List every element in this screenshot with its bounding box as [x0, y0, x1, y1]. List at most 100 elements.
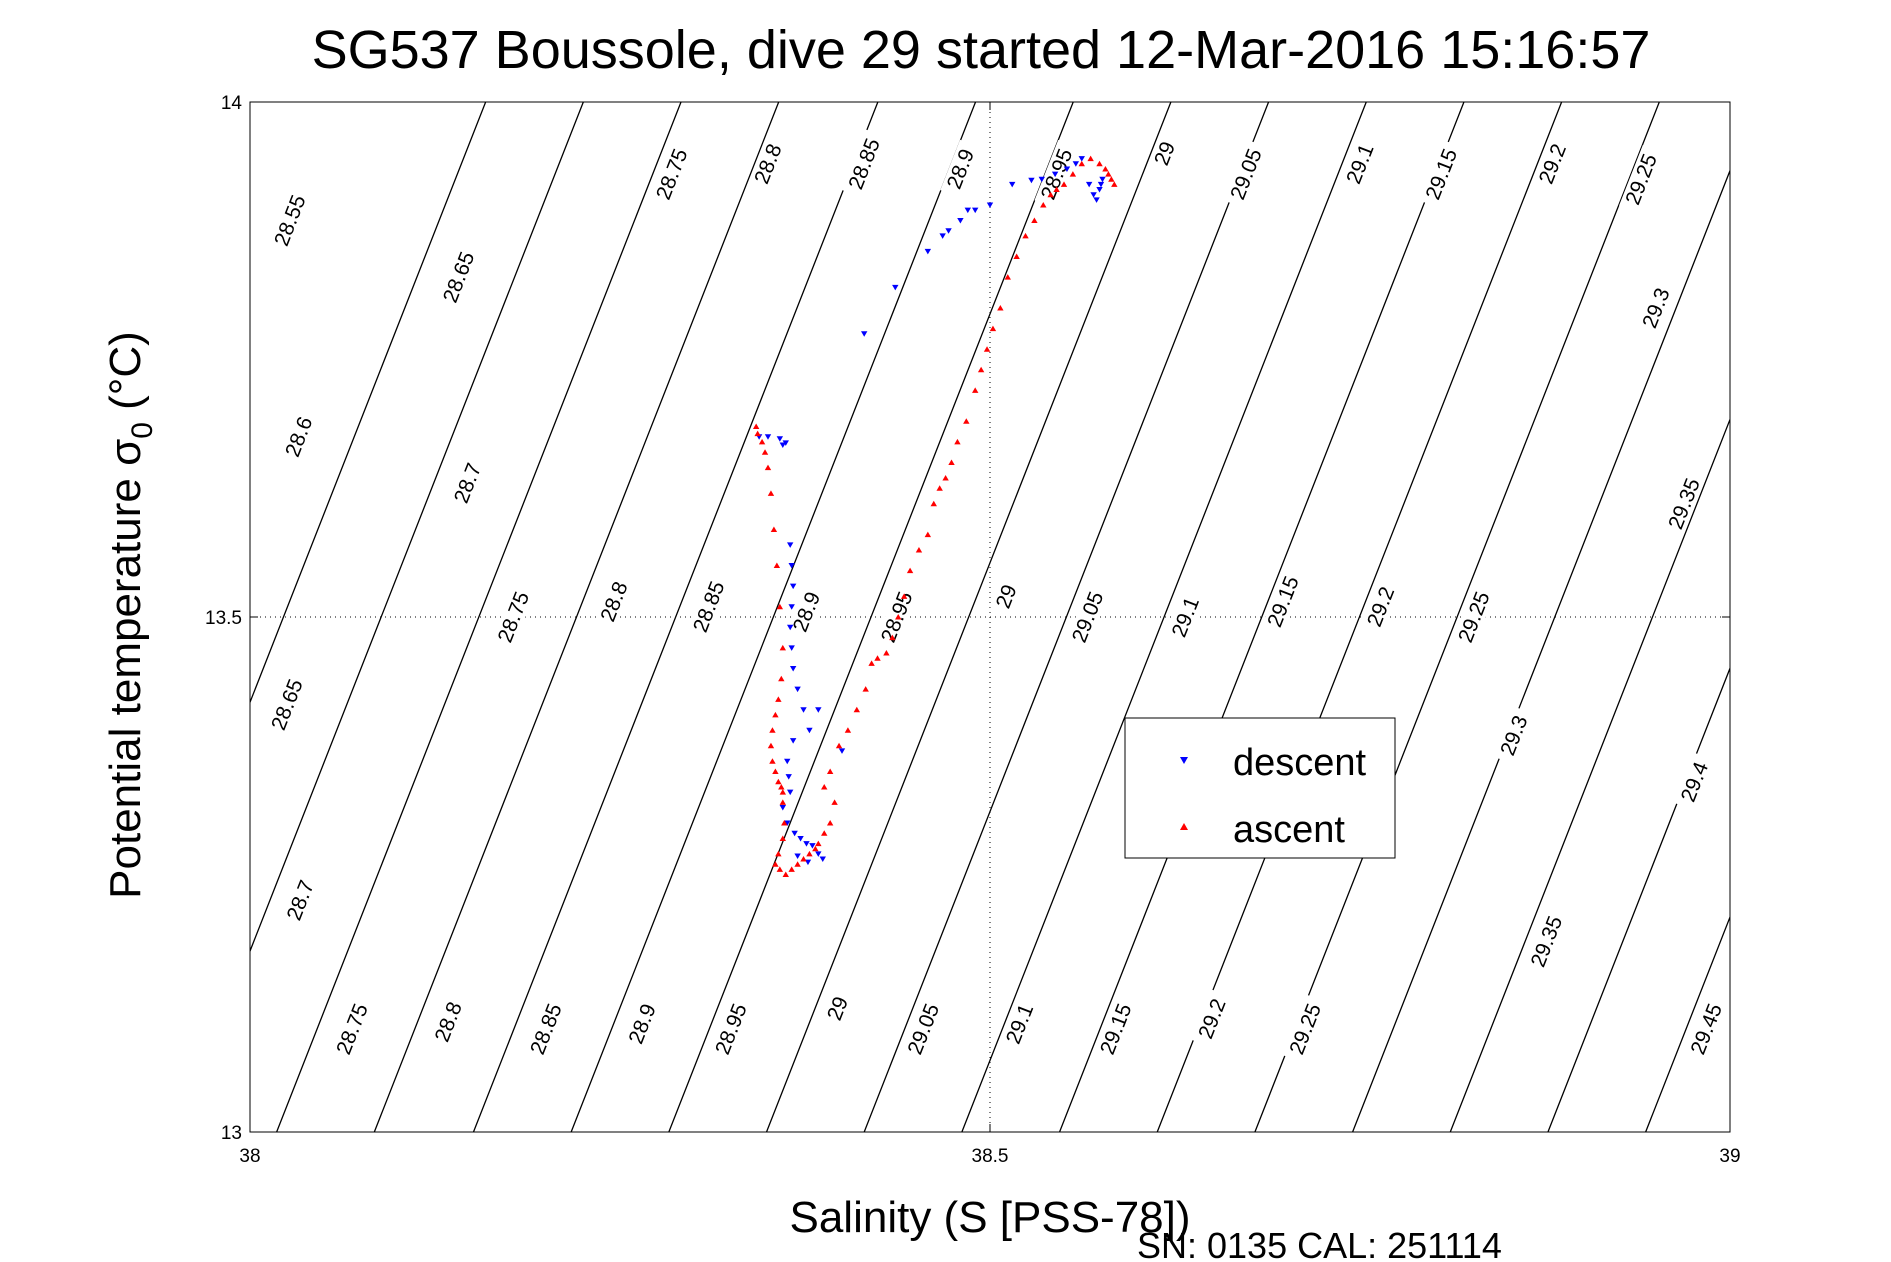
ascent-point: [794, 861, 801, 867]
descent-point: [1090, 192, 1097, 198]
ascent-point: [767, 490, 775, 496]
ascent-point: [826, 768, 834, 774]
ascent-point: [826, 820, 834, 826]
descent-point: [787, 624, 794, 631]
ascent-point: [831, 799, 838, 805]
descent-point: [1097, 181, 1105, 188]
contour-line-28.9: [863, 102, 1270, 1132]
ascent-point: [1078, 160, 1085, 167]
contour-label-gap: [491, 582, 536, 652]
contour-line-29.3: [1645, 915, 1730, 1132]
contour-line-28.7: [472, 102, 879, 1132]
ascent-point: [1004, 274, 1011, 280]
descent-point: [788, 604, 795, 610]
ascent-point: [1111, 181, 1118, 187]
contour-label-gap: [1148, 134, 1181, 173]
y-axis-label-main: Potential temperature σ: [101, 439, 150, 899]
contour-label-gap: [1493, 706, 1535, 765]
contour-label: 28.9: [622, 994, 663, 1054]
contour-label-gap: [1093, 994, 1138, 1064]
descent-point: [838, 748, 846, 754]
ascent-point: [775, 850, 782, 857]
ascent-point: [773, 562, 781, 568]
contour-label-gap: [447, 453, 488, 513]
ascent-point: [821, 830, 828, 836]
descent-point: [939, 233, 946, 239]
contour-label-gap: [1662, 469, 1707, 538]
ascent-point: [776, 603, 784, 610]
axis-ticks: 38 38.5 39 13 13.5 14: [205, 93, 1741, 1167]
descent-point: [1028, 177, 1035, 184]
x-tick-label: 38.5: [972, 1146, 1009, 1167]
y-tick-label: 14: [221, 93, 243, 114]
descent-point: [785, 774, 792, 780]
legend: descent ascent: [1124, 717, 1396, 859]
ascent-point: [812, 845, 819, 852]
ascent-point: [963, 418, 970, 424]
ascent-point: [954, 438, 961, 445]
descent-point: [779, 442, 786, 448]
contour-line-28.5: [250, 102, 487, 705]
ascent-point: [868, 660, 875, 666]
ascent-point: [775, 778, 782, 785]
contour-label-gap: [1283, 994, 1328, 1064]
ascent-point: [769, 727, 776, 733]
ascent-point: [761, 449, 769, 455]
descent-point: [1078, 156, 1085, 162]
legend-ascent-marker: [1180, 823, 1188, 830]
descent-point: [815, 707, 822, 713]
density-contours: [250, 102, 1730, 1132]
ascent-point: [1022, 232, 1029, 239]
contour-label-gap: [278, 407, 319, 466]
contour-line-29.2: [1449, 417, 1730, 1132]
contour-label: 29: [990, 577, 1023, 616]
ascent-point: [1108, 176, 1115, 182]
contour-line-28.75: [570, 102, 977, 1132]
contour-label-gap: [1223, 139, 1269, 209]
ascent-point: [779, 644, 786, 651]
ascent-point: [989, 325, 997, 332]
ascent-point: [1013, 253, 1020, 259]
contour-line-29.05: [1156, 102, 1563, 1132]
ascent-point: [775, 696, 782, 702]
ascent-point: [906, 567, 914, 574]
ascent-point: [769, 758, 776, 764]
descent-point: [945, 228, 952, 234]
ascent-point: [889, 634, 896, 641]
ascent-point: [915, 547, 923, 553]
descent-point: [809, 843, 816, 849]
ascent-point: [776, 866, 784, 872]
contour-label-gap: [1532, 134, 1573, 193]
contour-label-gap: [842, 129, 887, 199]
chart-title: SG537 Boussole, dive 29 started 12-Mar-2…: [312, 20, 1651, 80]
contour-label-gap: [622, 994, 663, 1054]
contour-label-gap: [1419, 139, 1464, 209]
descent-point: [803, 841, 810, 847]
ascent-point: [900, 593, 908, 599]
contour-line-28.85: [765, 102, 1172, 1132]
ascent-point: [924, 531, 932, 538]
legend-descent-label: descent: [1233, 742, 1367, 784]
descent-point: [794, 853, 801, 859]
ascent-point: [1102, 165, 1109, 172]
data-series: [752, 155, 1118, 877]
contour-label-gap: [593, 572, 635, 631]
contour-line-29.15: [1351, 168, 1730, 1132]
ascent-point: [1060, 181, 1068, 187]
contour-label-gap: [747, 134, 789, 193]
ascent-point: [754, 430, 761, 437]
descent-point: [800, 707, 807, 713]
legend-ascent-label: ascent: [1233, 809, 1345, 851]
ascent-point: [758, 438, 766, 445]
descent-point: [789, 738, 797, 744]
ascent-point: [778, 675, 785, 682]
ascent-point: [948, 459, 955, 465]
contour-line-28.65: [373, 102, 780, 1132]
contour-label-gap: [990, 577, 1023, 616]
descent-point: [782, 440, 789, 446]
ascent-point: [752, 423, 760, 429]
descent-point: [1051, 171, 1059, 178]
contour-label-gap: [1619, 144, 1664, 214]
ascent-point: [1096, 160, 1103, 167]
